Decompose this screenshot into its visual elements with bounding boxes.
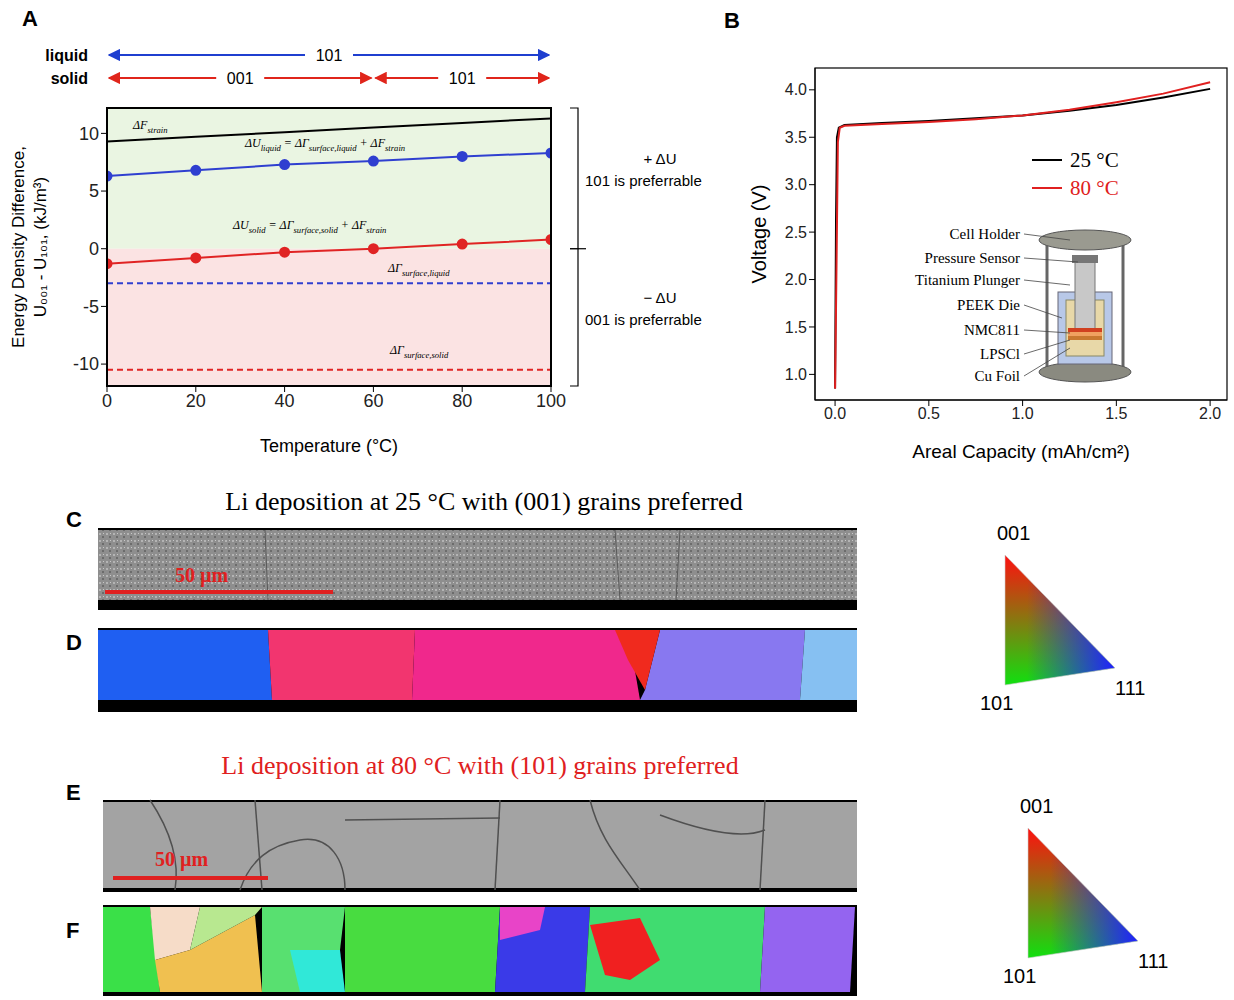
svg-text:101: 101 (316, 47, 343, 64)
svg-text:-10: -10 (73, 354, 99, 374)
svg-text:1.0: 1.0 (785, 366, 807, 383)
svg-text:001: 001 (227, 70, 254, 87)
svg-text:60: 60 (363, 391, 383, 411)
svg-text:3.0: 3.0 (785, 176, 807, 193)
svg-text:111: 111 (1138, 950, 1168, 972)
svg-text:U₀₀₁ - U₁₀₁, (kJ/m³): U₀₀₁ - U₁₀₁, (kJ/m³) (31, 177, 50, 317)
svg-text:20: 20 (186, 391, 206, 411)
svg-text:2.0: 2.0 (1199, 405, 1221, 422)
svg-text:40: 40 (275, 391, 295, 411)
svg-text:+ ΔU: + ΔU (644, 150, 677, 167)
svg-text:0: 0 (102, 391, 112, 411)
svg-text:Pressure Sensor: Pressure Sensor (925, 250, 1020, 266)
svg-text:100: 100 (536, 391, 566, 411)
svg-text:A: A (22, 6, 38, 31)
svg-text:2.0: 2.0 (785, 271, 807, 288)
svg-text:101: 101 (449, 70, 476, 87)
svg-text:10: 10 (79, 124, 99, 144)
svg-text:5: 5 (89, 181, 99, 201)
svg-text:solid: solid (51, 70, 88, 87)
svg-text:ΔUsolid = ΔΓsurface,solid + ΔF: ΔUsolid = ΔΓsurface,solid + ΔFstrain (232, 218, 386, 235)
svg-text:1.5: 1.5 (785, 319, 807, 336)
svg-text:Cell Holder: Cell Holder (950, 226, 1020, 242)
svg-text:ΔΓsurface,solid: ΔΓsurface,solid (389, 343, 449, 360)
svg-text:Li deposition at 25 °C with (0: Li deposition at 25 °C with (001) grains… (225, 487, 742, 516)
svg-text:liquid: liquid (45, 47, 88, 64)
svg-text:Temperature (°C): Temperature (°C) (260, 436, 398, 456)
svg-text:2.5: 2.5 (785, 224, 807, 241)
svg-text:D: D (66, 630, 82, 655)
svg-text:111: 111 (1115, 677, 1145, 699)
svg-text:Areal Capacity (mAh/cm²): Areal Capacity (mAh/cm²) (912, 441, 1130, 462)
svg-text:Li deposition at 80 °C with (1: Li deposition at 80 °C with (101) grains… (221, 751, 738, 780)
svg-text:101: 101 (980, 692, 1013, 714)
svg-text:50 µm: 50 µm (155, 848, 209, 871)
svg-text:0.5: 0.5 (918, 405, 940, 422)
svg-text:LPSCl: LPSCl (980, 346, 1020, 362)
svg-text:25 °C: 25 °C (1070, 148, 1119, 172)
svg-text:Titanium Plunger: Titanium Plunger (915, 272, 1020, 288)
svg-text:C: C (66, 507, 82, 532)
svg-text:E: E (66, 780, 81, 805)
svg-text:001 is preferrable: 001 is preferrable (585, 311, 702, 328)
svg-text:ΔFstrain: ΔFstrain (132, 118, 168, 135)
svg-text:ΔΓsurface,liquid: ΔΓsurface,liquid (387, 261, 450, 278)
svg-text:B: B (724, 8, 740, 33)
svg-text:Energy Density Difference,: Energy Density Difference, (9, 146, 28, 348)
svg-text:001: 001 (1020, 795, 1053, 817)
svg-text:50 µm: 50 µm (175, 564, 229, 587)
svg-text:NMC811: NMC811 (964, 322, 1020, 338)
svg-text:-5: -5 (83, 297, 99, 317)
svg-text:ΔUliquid = ΔΓsurface,liquid +: ΔUliquid = ΔΓsurface,liquid + ΔFstrain (244, 136, 405, 153)
svg-text:4.0: 4.0 (785, 81, 807, 98)
svg-text:1.0: 1.0 (1011, 405, 1033, 422)
svg-text:F: F (66, 918, 79, 943)
svg-text:− ΔU: − ΔU (644, 289, 677, 306)
svg-text:80 °C: 80 °C (1070, 176, 1119, 200)
svg-text:001: 001 (997, 522, 1030, 544)
svg-text:101 is preferrable: 101 is preferrable (585, 172, 702, 189)
svg-text:0: 0 (89, 239, 99, 259)
svg-text:PEEK Die: PEEK Die (957, 297, 1020, 313)
svg-text:3.5: 3.5 (785, 129, 807, 146)
svg-text:80: 80 (452, 391, 472, 411)
svg-text:Cu Foil: Cu Foil (975, 368, 1020, 384)
svg-text:1.5: 1.5 (1105, 405, 1127, 422)
svg-text:0.0: 0.0 (824, 405, 846, 422)
svg-text:101: 101 (1003, 965, 1036, 987)
svg-text:Voltage (V): Voltage (V) (748, 185, 770, 284)
